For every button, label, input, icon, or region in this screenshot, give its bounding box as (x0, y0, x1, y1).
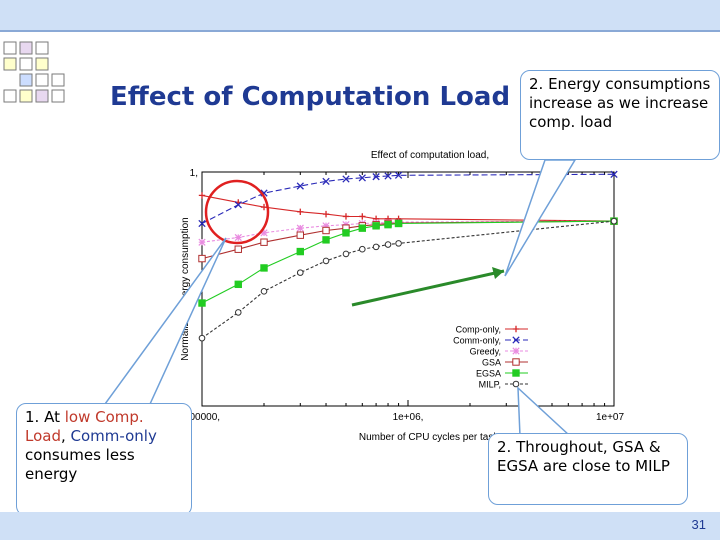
trend-arrow-line (351, 269, 505, 307)
data-point (198, 254, 206, 263)
data-point (394, 219, 403, 228)
data-point (610, 217, 618, 225)
x-axis-label: Number of CPU cycles per task, (359, 432, 501, 443)
data-point (322, 222, 330, 230)
data-point (342, 213, 350, 220)
page-number: 31 (691, 517, 706, 532)
legend-label: EGSA (476, 369, 501, 379)
data-point (260, 238, 268, 246)
data-point (198, 238, 206, 246)
decorative-grid-logo (3, 41, 65, 103)
data-point (322, 236, 330, 244)
y-axis-label: Normalized energy consumption (180, 217, 191, 360)
legend-label: Greedy, (470, 347, 501, 357)
data-point (296, 247, 304, 256)
callout-left-suffix: consumes less energy (25, 446, 135, 483)
data-point (512, 325, 520, 333)
slide-title: Effect of Computation Load (110, 82, 511, 112)
chart-title: Effect of computation load, (371, 150, 489, 161)
callout-left-prefix: 1. At (25, 408, 65, 426)
x-tick-label: 100000, (184, 412, 220, 423)
data-point (512, 380, 520, 388)
data-point (322, 210, 330, 218)
callout-left-blue: Comm-only (70, 427, 157, 445)
data-point (296, 269, 304, 276)
callout-energy-increase: 2. Energy consumptions increase as we in… (520, 70, 720, 160)
data-point (512, 369, 520, 377)
callout-low-load: 1. At low Comp. Load, Comm-only consumes… (16, 403, 192, 516)
x-tick-label: 1e+06, (393, 412, 424, 423)
data-point (234, 233, 242, 242)
data-point (234, 201, 242, 209)
data-point (512, 347, 520, 355)
data-point (342, 229, 350, 237)
series-4 (198, 217, 618, 307)
legend-label: Comm-only, (453, 336, 501, 346)
legend-label: Comp-only, (456, 325, 501, 335)
data-point (322, 226, 330, 235)
top-band (0, 0, 720, 30)
data-point (296, 182, 304, 190)
data-point (260, 203, 268, 211)
data-point (198, 334, 206, 342)
data-point (384, 241, 392, 248)
data-point (358, 174, 366, 182)
data-point (234, 280, 242, 289)
data-point (342, 250, 350, 258)
data-point (322, 257, 330, 265)
bottom-band (0, 512, 720, 540)
data-point (322, 177, 330, 186)
data-point (260, 288, 268, 295)
data-point (198, 219, 206, 228)
data-point (610, 170, 618, 178)
data-point (296, 231, 304, 239)
data-point (234, 245, 242, 253)
series-line (201, 173, 615, 224)
series-5 (198, 217, 618, 342)
series-1 (198, 170, 618, 228)
data-point (512, 336, 520, 344)
data-point (198, 192, 206, 199)
data-point (384, 220, 392, 229)
callout-gsa-egsa: 2. Throughout, GSA & EGSA are close to M… (488, 433, 688, 505)
data-point (342, 175, 350, 183)
data-point (395, 240, 402, 247)
callout-left-accent: low Comp. Load (25, 408, 144, 445)
data-point (372, 243, 380, 251)
data-point (372, 173, 380, 181)
data-point (372, 222, 380, 230)
y-tick-label: 1, (190, 168, 198, 179)
callout-right-text: 2. Throughout, GSA & EGSA are close to M… (497, 438, 670, 475)
data-point (260, 229, 268, 237)
data-point (394, 171, 403, 179)
top-divider (0, 30, 720, 32)
data-point (260, 264, 268, 272)
data-point (512, 358, 520, 366)
data-point (359, 213, 366, 220)
data-point (296, 224, 304, 232)
callout-top-text: 2. Energy consumptions increase as we in… (529, 75, 711, 131)
highlight-circle (204, 179, 270, 245)
data-point (297, 208, 304, 215)
data-point (358, 245, 366, 253)
trend-arrow-head (492, 267, 504, 279)
data-point (198, 299, 206, 307)
data-point (384, 172, 392, 180)
data-point (358, 224, 366, 232)
legend-label: GSA (482, 358, 501, 368)
data-point (234, 309, 242, 316)
callout-left-mid: , (60, 427, 71, 445)
legend-label: MILP, (479, 380, 501, 390)
x-tick-label: 1e+07 (596, 412, 625, 423)
